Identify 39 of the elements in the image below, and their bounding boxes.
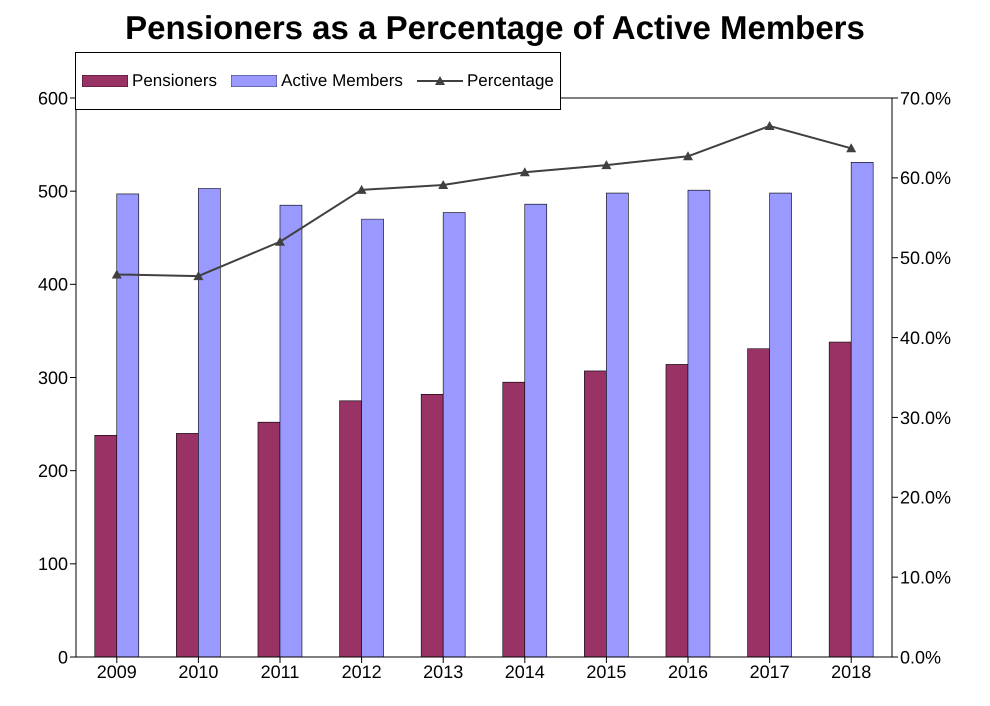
point [601, 160, 612, 170]
y-tick-label: 300 [38, 368, 68, 388]
legend-label: Active Members [281, 71, 403, 91]
y2-tick-label: 0.0% [900, 647, 942, 668]
y2-tick-label: 70.0% [900, 88, 952, 108]
legend-label: Percentage [466, 71, 554, 91]
x-tick-label: 2016 [668, 662, 708, 682]
x-tick-label: 2018 [831, 662, 872, 682]
x-tick-label: 2017 [750, 662, 790, 682]
legend-label: Pensioners [132, 71, 218, 91]
x-tick-label: 2011 [260, 662, 300, 682]
y2-tick-label: 10.0% [900, 568, 952, 588]
y2-tick-label: 40.0% [900, 328, 952, 348]
y2-tick-label: 30.0% [900, 408, 952, 428]
y2-tick-label: 50.0% [900, 248, 952, 268]
y-tick-label: 0 [58, 647, 68, 668]
x-tick-label: 2015 [586, 662, 626, 682]
point [520, 167, 530, 176]
point [438, 180, 448, 190]
chart-title: Pensioners as a Percentage of Active Members [124, 8, 866, 48]
point [275, 236, 285, 246]
x-tick-label: 2013 [423, 662, 464, 682]
point [112, 269, 122, 278]
point [683, 151, 693, 160]
x-tick-label: 2010 [178, 662, 218, 682]
point [764, 120, 775, 130]
y-tick-label: 500 [38, 182, 68, 202]
x-tick-label: 2012 [342, 662, 382, 682]
point [193, 271, 204, 280]
y-tick-label: 600 [38, 88, 68, 108]
point [356, 184, 367, 194]
y2-tick-label: 60.0% [900, 168, 952, 188]
x-tick-label: 2009 [96, 662, 137, 682]
y2-tick-label: 20.0% [900, 488, 952, 508]
x-tick-label: 2014 [504, 662, 545, 682]
y-tick-label: 400 [38, 274, 68, 295]
y-tick-label: 100 [38, 554, 68, 574]
point [846, 143, 856, 152]
y-tick-label: 200 [38, 461, 68, 482]
